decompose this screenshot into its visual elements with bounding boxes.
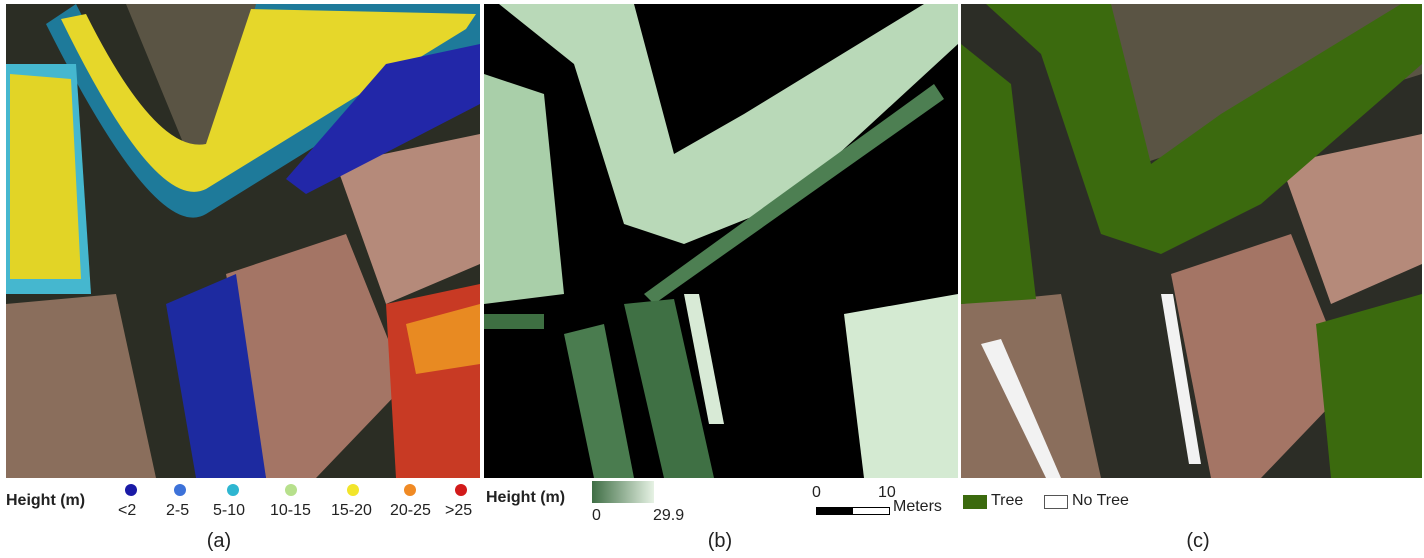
scale-bar-mid-label: 10 xyxy=(878,484,896,501)
tree-region-left xyxy=(961,44,1036,304)
tree-crown-band-yellow xyxy=(61,9,476,192)
panel-a-caption: (a) xyxy=(206,530,232,552)
canopy-lower-right xyxy=(844,294,958,478)
canopy-strip-diagonal xyxy=(644,84,944,304)
height-color-ramp xyxy=(592,481,654,503)
scale-bar-unit: Meters xyxy=(893,498,942,515)
height-class-label: 15-20 xyxy=(331,502,372,519)
canopy-strip-thin xyxy=(684,294,724,424)
height-class-label: <2 xyxy=(118,502,137,519)
panel-b-caption: (b) xyxy=(707,530,733,552)
building-roof-upper xyxy=(1281,134,1422,304)
tree-crown-left-yellow xyxy=(10,74,81,279)
height-class-swatch xyxy=(404,484,416,496)
ramp-max-label: 29.9 xyxy=(653,507,685,524)
tree-legend-label: Tree xyxy=(991,492,1024,509)
tree-region-upper xyxy=(986,4,1422,254)
height-class-label: >25 xyxy=(445,502,473,519)
shrub-points-blue xyxy=(286,44,480,194)
lidar-points-map xyxy=(6,4,480,478)
no-tree-strip-2 xyxy=(1161,294,1201,464)
height-class-swatch xyxy=(227,484,239,496)
height-class-label: 20-25 xyxy=(390,502,431,519)
lidar-points-panel xyxy=(6,4,480,478)
canopy-band-upper xyxy=(499,4,958,244)
height-class-swatch xyxy=(285,484,297,496)
tree-crown-orange xyxy=(406,304,480,374)
ramp-min-label: 0 xyxy=(592,507,601,524)
building-roof-left xyxy=(6,294,156,478)
no-tree-strip-1 xyxy=(981,339,1061,478)
height-class-swatch xyxy=(174,484,186,496)
height-class-swatch xyxy=(347,484,359,496)
canopy-fragment xyxy=(484,314,544,329)
height-class-label: 5-10 xyxy=(213,502,246,519)
no-tree-swatch xyxy=(1044,495,1068,509)
height-class-swatch xyxy=(125,484,137,496)
tree-classification-panel xyxy=(961,4,1422,478)
building-roof-left xyxy=(961,294,1101,478)
canopy-height-map xyxy=(484,4,958,478)
building-roof-upper xyxy=(336,134,480,304)
height-class-label: 2-5 xyxy=(166,502,190,519)
height-legend-title-a: Height (m) xyxy=(6,492,86,509)
canopy-strip-lower-2 xyxy=(624,299,714,478)
tree-classification-map xyxy=(961,4,1422,478)
height-class-label: 10-15 xyxy=(270,502,311,519)
tree-region-lower-right xyxy=(1316,294,1422,478)
canopy-strip-lower-1 xyxy=(564,324,634,478)
canopy-height-panel xyxy=(484,4,958,478)
canopy-left xyxy=(484,74,564,304)
height-legend-title-b: Height (m) xyxy=(486,489,566,506)
building-roof-center xyxy=(1171,234,1351,478)
building-roof-center xyxy=(226,234,406,478)
scale-bar xyxy=(816,507,890,515)
tree-swatch xyxy=(963,495,987,509)
low-vegetation-blue xyxy=(166,274,266,478)
panel-c-caption: (c) xyxy=(1186,530,1210,552)
scale-bar-segment xyxy=(817,508,853,514)
no-tree-legend-label: No Tree xyxy=(1072,492,1129,509)
height-class-swatch xyxy=(455,484,467,496)
scale-bar-start-label: 0 xyxy=(812,484,821,501)
